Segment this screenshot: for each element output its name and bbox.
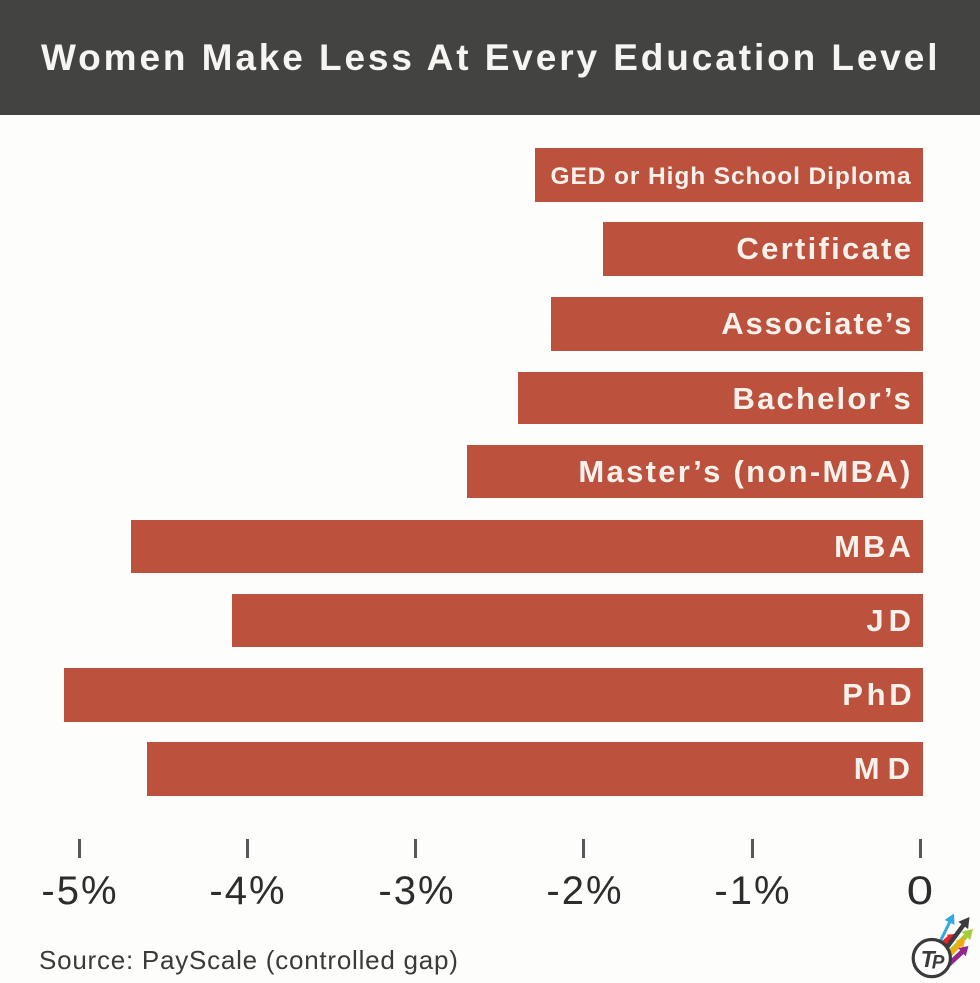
svg-text:T: T: [921, 946, 937, 972]
svg-text:P: P: [932, 953, 945, 974]
